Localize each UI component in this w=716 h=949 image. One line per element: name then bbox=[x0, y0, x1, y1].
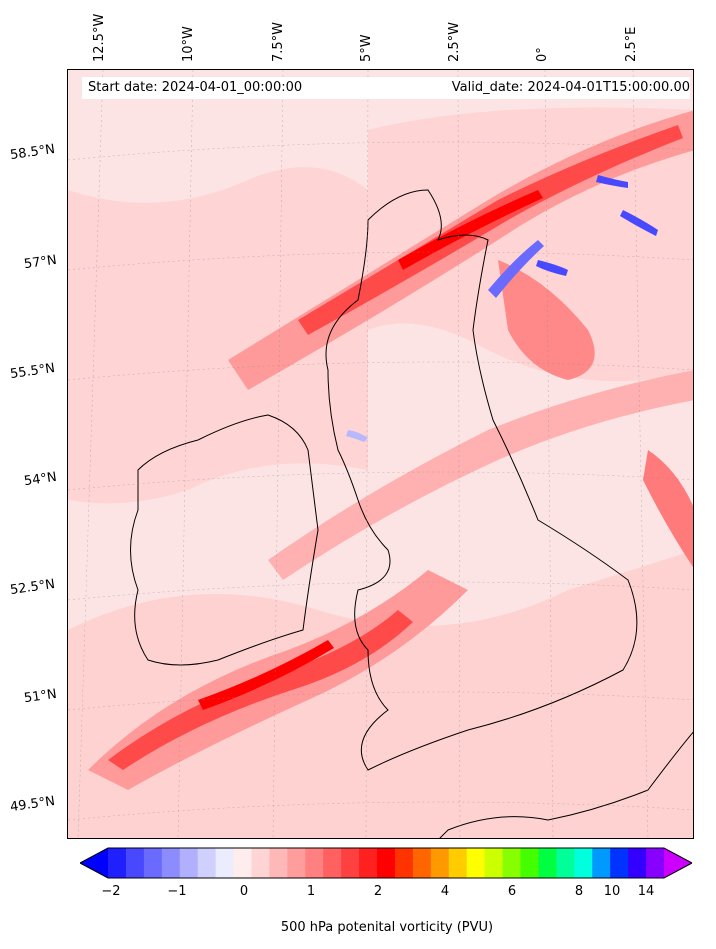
lat-label: 51°N bbox=[23, 686, 58, 707]
lon-label: 0° bbox=[535, 47, 550, 62]
colorbar-segment bbox=[646, 848, 665, 878]
colorbar-segment bbox=[197, 848, 217, 878]
colorbar-tick-label: 14 bbox=[637, 884, 655, 899]
pv-region-light-west bbox=[68, 167, 368, 504]
graticule bbox=[68, 70, 693, 838]
colorbar-tick-label: 2 bbox=[373, 884, 383, 899]
colorbar-tick-label: 0 bbox=[239, 884, 249, 899]
pv-negative-5 bbox=[346, 430, 368, 442]
colorbar-segment bbox=[179, 848, 199, 878]
lat-label: 52.5°N bbox=[9, 576, 56, 599]
pv-map bbox=[68, 70, 693, 838]
pv-region-east bbox=[498, 260, 595, 380]
colorbar-tick-label: 10 bbox=[603, 884, 621, 899]
colorbar-segment bbox=[520, 848, 539, 878]
lon-label: 10°W bbox=[181, 26, 196, 62]
pv-negative-2 bbox=[536, 260, 568, 276]
colorbar-segment bbox=[610, 848, 629, 878]
colorbar-segment bbox=[574, 848, 593, 878]
lat-label: 54°N bbox=[23, 469, 58, 490]
colorbar-tick-label: 6 bbox=[507, 884, 517, 899]
colorbar-tick-label: 8 bbox=[574, 884, 584, 899]
colorbar-segment bbox=[359, 848, 378, 878]
colorbar-segment bbox=[538, 848, 557, 878]
lat-label: 58.5°N bbox=[9, 141, 56, 164]
lat-label: 49.5°N bbox=[9, 793, 56, 816]
colorbar-segment bbox=[305, 848, 324, 878]
pv-band-mid bbox=[268, 370, 693, 580]
pv-jet-south-core bbox=[198, 640, 334, 710]
coast-ireland bbox=[130, 414, 319, 666]
colorbar-extend-max bbox=[664, 848, 692, 878]
colorbar-segment bbox=[394, 848, 414, 878]
coast-great-britain bbox=[325, 189, 638, 771]
date-info-box bbox=[82, 77, 690, 99]
pv-negative-1 bbox=[488, 240, 544, 298]
lat-label: 55.5°N bbox=[9, 360, 56, 383]
colorbar-segment bbox=[125, 848, 145, 878]
colorbar-segment bbox=[412, 848, 432, 878]
colorbar-segment bbox=[323, 848, 342, 878]
colorbar-segment bbox=[556, 848, 575, 878]
colorbar-segment bbox=[161, 848, 181, 878]
colorbar-segment bbox=[484, 848, 504, 878]
colorbar-segment bbox=[466, 848, 486, 878]
colorbar-segment bbox=[430, 848, 450, 878]
colorbar-segment bbox=[215, 848, 235, 878]
lon-label: 12.5°W bbox=[92, 13, 107, 62]
pv-jet-north-inner bbox=[298, 125, 683, 335]
lon-label: 5°W bbox=[359, 34, 374, 62]
colorbar-segment bbox=[448, 848, 468, 878]
pv-negative-4 bbox=[620, 210, 658, 236]
pv-jet-north-core bbox=[398, 190, 543, 270]
valid-date: Valid_date: 2024-04-01T15:00:00.00 bbox=[451, 80, 690, 95]
colorbar-segment bbox=[502, 848, 522, 878]
colorbar-segment bbox=[377, 848, 396, 878]
colorbar-label: 500 hPa potenital vorticity (PVU) bbox=[280, 920, 494, 935]
colorbar-segment bbox=[341, 848, 360, 878]
colorbar-segment bbox=[143, 848, 163, 878]
pv-region-light-south bbox=[68, 550, 693, 838]
pv-negative-3 bbox=[596, 175, 628, 188]
colorbar-tick-label: 4 bbox=[440, 884, 450, 899]
colorbar-segment bbox=[628, 848, 647, 878]
lon-label: 7.5°W bbox=[271, 21, 286, 62]
lat-label: 57°N bbox=[23, 252, 58, 273]
colorbar-segment bbox=[269, 848, 288, 878]
pv-jet-south-inner bbox=[108, 610, 413, 770]
colorbar-segment bbox=[233, 848, 252, 878]
map-frame bbox=[67, 69, 694, 839]
colorbar-segment bbox=[108, 848, 127, 878]
start-date: Start date: 2024-04-01_00:00:00 bbox=[88, 80, 303, 95]
colorbar-segment bbox=[592, 848, 611, 878]
colorbar bbox=[80, 847, 692, 879]
colorbar-extend-min bbox=[80, 848, 108, 878]
lon-label: 2.5°E bbox=[624, 26, 639, 62]
colorbar-segment bbox=[287, 848, 306, 878]
colorbar-tick-label: 1 bbox=[306, 884, 316, 899]
pv-region-far-east bbox=[643, 450, 693, 567]
colorbar-tick-label: −1 bbox=[167, 884, 187, 899]
colorbar-outline bbox=[80, 847, 692, 879]
colorbar-segment bbox=[251, 848, 270, 878]
coast-france bbox=[439, 731, 693, 838]
lon-label: 2.5°W bbox=[447, 21, 462, 62]
colorbar-tick-label: −2 bbox=[101, 884, 121, 899]
